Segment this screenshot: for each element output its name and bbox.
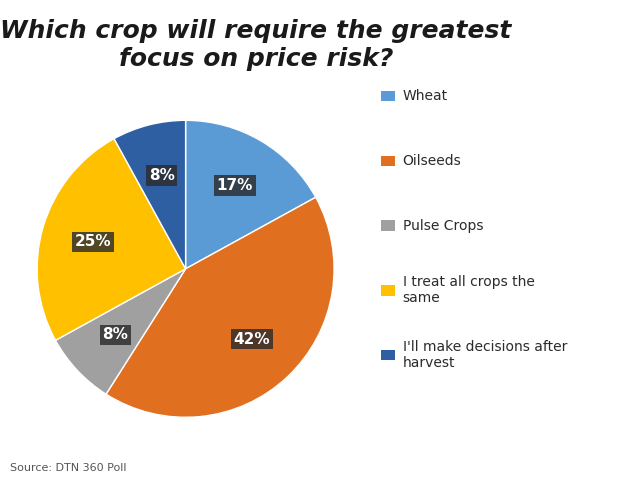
- Wedge shape: [106, 197, 334, 417]
- Text: 17%: 17%: [216, 178, 253, 193]
- Text: I treat all crops the
same: I treat all crops the same: [403, 276, 534, 305]
- Text: 25%: 25%: [75, 234, 111, 250]
- Text: Wheat: Wheat: [403, 89, 448, 103]
- Text: Pulse Crops: Pulse Crops: [403, 218, 483, 233]
- Wedge shape: [114, 120, 186, 269]
- Text: Source: DTN 360 Poll: Source: DTN 360 Poll: [10, 463, 126, 473]
- Text: Which crop will require the greatest
focus on price risk?: Which crop will require the greatest foc…: [0, 19, 512, 71]
- Text: Oilseeds: Oilseeds: [403, 154, 461, 168]
- Text: 8%: 8%: [148, 168, 175, 183]
- Wedge shape: [37, 139, 186, 340]
- Wedge shape: [56, 269, 186, 394]
- Text: I'll make decisions after
harvest: I'll make decisions after harvest: [403, 340, 567, 370]
- Text: 8%: 8%: [102, 327, 128, 342]
- Wedge shape: [186, 120, 316, 269]
- Text: 42%: 42%: [234, 332, 270, 347]
